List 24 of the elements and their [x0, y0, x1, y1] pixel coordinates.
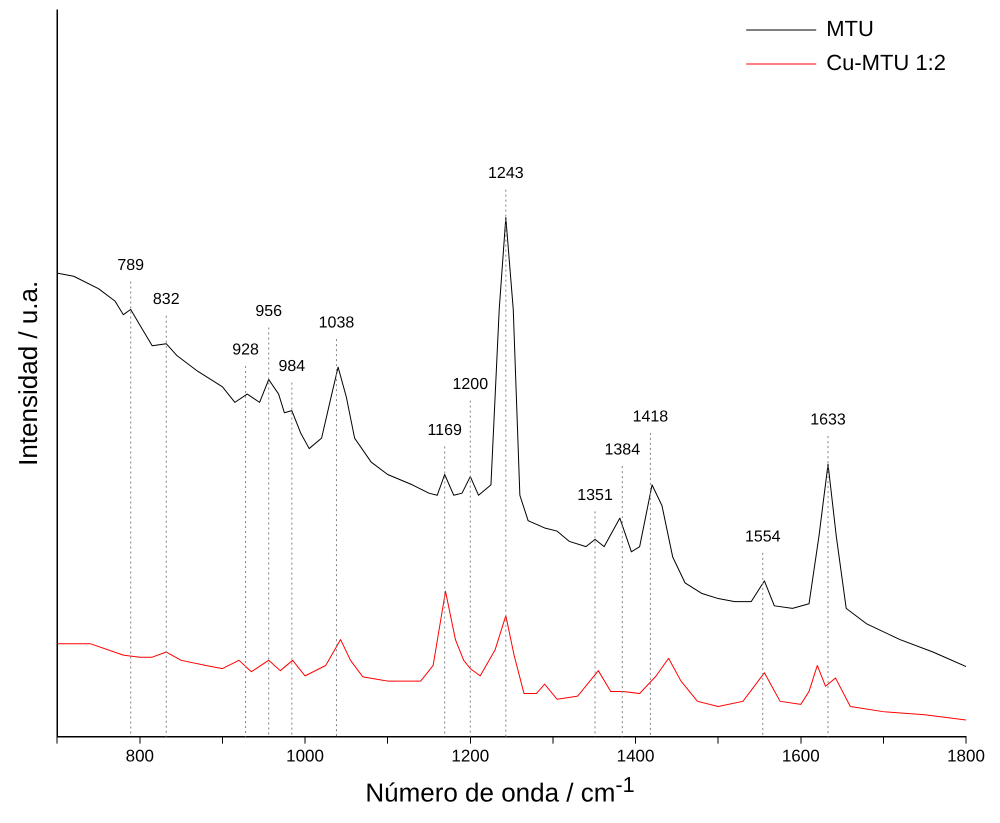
ref-line-label: 956 — [255, 302, 282, 320]
ref-line-label: 1243 — [488, 165, 524, 182]
ref-line-label: 1351 — [577, 486, 613, 504]
x-tick-label: 800 — [126, 746, 154, 766]
x-tick-label: 1600 — [782, 746, 820, 766]
ref-line-label: 832 — [152, 291, 180, 308]
legend-label: MTU — [826, 16, 874, 42]
x-tick-label: 1200 — [451, 746, 490, 766]
x-tick-label: 1800 — [947, 746, 985, 766]
ref-line-label: 928 — [232, 341, 260, 358]
ref-line-label: 1200 — [452, 376, 488, 393]
x-axis-title: Número de onda / cm$^{-1}$ — [364, 772, 636, 809]
ref-line-label: 789 — [117, 256, 144, 274]
ref-line-label: 1169 — [427, 422, 462, 439]
ref-line-label: 1554 — [744, 528, 781, 546]
ref-line-label: 1038 — [318, 314, 354, 332]
ref-line-label: 1633 — [810, 412, 846, 429]
y-axis-title: Intensidad / u.a. — [12, 280, 43, 466]
ref-line-label: 1384 — [604, 442, 640, 459]
ref-line-label: 984 — [278, 358, 306, 376]
legend-label: Cu-MTU 1:2 — [826, 50, 946, 76]
ref-line-label: 1418 — [632, 408, 668, 426]
x-tick-label: 1000 — [286, 746, 324, 766]
x-tick-label: 1400 — [616, 746, 654, 766]
